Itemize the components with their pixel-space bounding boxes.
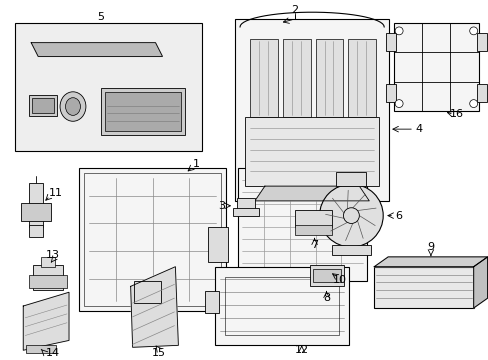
Polygon shape [23, 292, 69, 350]
Circle shape [394, 100, 402, 108]
Text: 5: 5 [97, 12, 104, 22]
Circle shape [343, 208, 359, 224]
Text: 7: 7 [310, 240, 318, 250]
Ellipse shape [65, 98, 80, 115]
Bar [29, 183, 43, 228]
Text: 2: 2 [290, 5, 298, 15]
Bar [282, 39, 310, 117]
Bar [238, 168, 366, 282]
Polygon shape [130, 267, 178, 347]
Text: 3: 3 [218, 201, 225, 211]
Bar [33, 265, 63, 290]
Text: 14: 14 [46, 348, 60, 358]
Bar [294, 225, 332, 235]
Bar [29, 95, 57, 116]
Ellipse shape [60, 92, 86, 121]
Text: 4: 4 [415, 124, 422, 134]
Text: 8: 8 [322, 293, 329, 303]
Circle shape [469, 27, 477, 35]
Bar [21, 203, 51, 221]
Bar [15, 23, 202, 151]
Text: 9: 9 [427, 242, 434, 252]
Bar [32, 98, 54, 113]
Bar [133, 282, 161, 303]
Bar [79, 168, 225, 311]
Circle shape [394, 27, 402, 35]
Circle shape [319, 184, 383, 247]
Text: 15: 15 [151, 348, 165, 358]
Text: 6: 6 [395, 211, 402, 221]
Text: 13: 13 [46, 250, 60, 260]
Circle shape [469, 100, 477, 108]
Bar [331, 245, 370, 255]
Text: 16: 16 [449, 109, 463, 120]
Bar [309, 265, 344, 286]
Polygon shape [254, 186, 368, 201]
Bar [29, 275, 67, 288]
Text: 11: 11 [49, 188, 63, 198]
Bar [386, 84, 395, 102]
Bar [315, 39, 343, 117]
Polygon shape [473, 257, 487, 308]
Bar [294, 210, 332, 228]
Bar [205, 291, 219, 313]
Polygon shape [373, 257, 487, 267]
Bar [347, 39, 375, 117]
Text: 1: 1 [192, 158, 200, 168]
Bar [373, 267, 473, 308]
Bar [101, 88, 185, 135]
Bar [312, 269, 341, 283]
Bar [41, 257, 55, 267]
Text: 10: 10 [332, 275, 346, 285]
Polygon shape [31, 43, 162, 57]
Bar [336, 172, 366, 186]
Text: 12: 12 [294, 345, 308, 355]
Bar [393, 23, 478, 112]
Bar [244, 117, 379, 186]
Bar [476, 84, 486, 102]
Bar [476, 33, 486, 50]
Bar [249, 39, 277, 117]
Bar [233, 208, 258, 216]
Bar [224, 276, 339, 336]
Bar [237, 198, 254, 210]
Bar [26, 345, 56, 353]
Bar [208, 228, 227, 262]
Bar [84, 174, 221, 306]
Bar [235, 19, 388, 201]
Bar [215, 267, 349, 345]
Bar [104, 92, 181, 131]
Bar [386, 33, 395, 50]
Bar [29, 225, 43, 237]
